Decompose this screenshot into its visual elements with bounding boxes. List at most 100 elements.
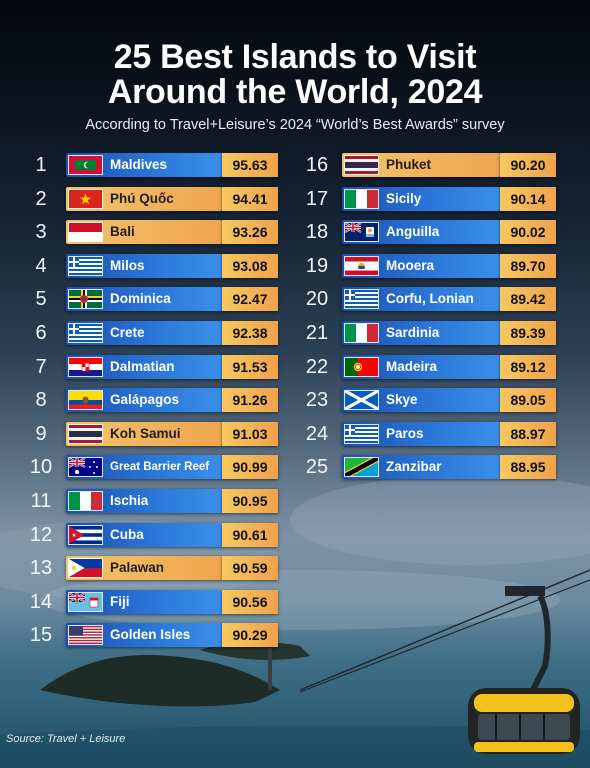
island-name: Golden Isles: [110, 627, 191, 642]
score-value: 89.05: [500, 388, 556, 412]
table-row: 13 Palawan 90.59: [26, 555, 278, 581]
table-row: 5 Dominica 92.47: [26, 286, 278, 312]
rank-number: 5: [35, 288, 47, 310]
island-name: Maldives: [110, 157, 168, 172]
island-name: Phuket: [386, 157, 432, 172]
island-bar: Phú Quốc: [66, 187, 222, 211]
rank-number: 24: [305, 423, 329, 445]
score-value: 92.47: [222, 287, 278, 311]
source-note: Source: Travel + Leisure: [6, 733, 126, 745]
australia-flag-icon: [69, 458, 102, 476]
portugal-flag-icon: [345, 358, 378, 376]
island-bar: Anguilla: [342, 220, 500, 244]
island-name: Crete: [110, 325, 145, 340]
island-name: Paros: [386, 426, 424, 441]
score-value: 95.63: [222, 153, 278, 177]
table-row: 10 Great Barrier Reef 90.99: [26, 454, 278, 480]
island-bar: Crete: [66, 321, 222, 345]
island-name: Dominica: [110, 291, 171, 306]
table-row: 14 Fiji 90.56: [26, 589, 278, 615]
island-name: Ischia: [110, 493, 149, 508]
island-name: Palawan: [110, 560, 165, 575]
chart-title-line-2: Around the World, 2024: [107, 73, 483, 111]
table-row: 22 Madeira 89.12: [302, 354, 556, 380]
rank-number: 8: [35, 389, 47, 411]
score-value: 90.99: [222, 455, 278, 479]
score-value: 90.56: [222, 590, 278, 614]
tanzania-flag-icon: [345, 458, 378, 476]
thailand-flag-icon: [345, 156, 378, 174]
table-row: 11 Ischia 90.95: [26, 488, 278, 514]
island-name: Bali: [110, 224, 135, 239]
score-value: 90.59: [222, 556, 278, 580]
island-bar: Palawan: [66, 556, 222, 580]
table-row: 15 Golden Isles 90.29: [26, 622, 278, 648]
table-row: 2 Phú Quốc 94.41: [26, 186, 278, 212]
rank-number: 22: [305, 356, 329, 378]
score-value: 94.41: [222, 187, 278, 211]
rank-number: 9: [35, 423, 47, 445]
island-name: Milos: [110, 258, 145, 273]
table-row: 24 Paros 88.97: [302, 421, 556, 447]
table-row: 6 Crete 92.38: [26, 320, 278, 346]
greece-flag-icon: [345, 425, 378, 443]
rank-number: 18: [305, 221, 329, 243]
rank-number: 10: [29, 456, 53, 478]
island-bar: Skye: [342, 388, 500, 412]
score-value: 90.29: [222, 623, 278, 647]
island-bar: Phuket: [342, 153, 500, 177]
cuba-flag-icon: [69, 526, 102, 544]
greece-flag-icon: [345, 290, 378, 308]
score-value: 90.14: [500, 187, 556, 211]
rank-number: 7: [35, 356, 47, 378]
island-name: Koh Samui: [110, 426, 181, 441]
island-bar: Sardinia: [342, 321, 500, 345]
score-value: 93.26: [222, 220, 278, 244]
rank-number: 12: [29, 524, 53, 546]
island-name: Great Barrier Reef: [110, 461, 210, 473]
score-value: 90.61: [222, 523, 278, 547]
table-row: 19 Mooera 89.70: [302, 253, 556, 279]
italy-flag-icon: [69, 492, 102, 510]
score-value: 92.38: [222, 321, 278, 345]
table-row: 23 Skye 89.05: [302, 387, 556, 413]
island-name: Cuba: [110, 527, 144, 542]
island-bar: Koh Samui: [66, 422, 222, 446]
score-value: 90.20: [500, 153, 556, 177]
score-value: 93.08: [222, 254, 278, 278]
island-bar: Fiji: [66, 590, 222, 614]
rank-number: 20: [305, 288, 329, 310]
island-bar: Dalmatian: [66, 355, 222, 379]
rank-number: 2: [35, 188, 47, 210]
table-row: 20 Corfu, Lonian 89.42: [302, 286, 556, 312]
island-bar: Galápagos: [66, 388, 222, 412]
score-value: 91.03: [222, 422, 278, 446]
island-name: Dalmatian: [110, 359, 175, 374]
table-row: 4 Milos 93.08: [26, 253, 278, 279]
island-bar: Milos: [66, 254, 222, 278]
table-row: 16 Phuket 90.20: [302, 152, 556, 178]
maldives-flag-icon: [69, 156, 102, 174]
rank-number: 11: [30, 490, 52, 512]
greece-flag-icon: [69, 257, 102, 275]
island-name: Skye: [386, 392, 418, 407]
island-bar: Ischia: [66, 489, 222, 513]
rank-number: 23: [305, 389, 329, 411]
rank-number: 3: [35, 221, 47, 243]
italy-flag-icon: [345, 190, 378, 208]
chart-title-line-1: 25 Best Islands to Visit: [113, 38, 477, 76]
island-bar: Golden Isles: [66, 623, 222, 647]
philippines-flag-icon: [69, 559, 102, 577]
island-bar: Zanzibar: [342, 455, 500, 479]
rank-number: 4: [35, 255, 47, 277]
island-name: Corfu, Lonian: [386, 291, 474, 306]
italy-flag-icon: [345, 324, 378, 342]
island-bar: Great Barrier Reef: [66, 455, 222, 479]
rank-number: 16: [305, 154, 329, 176]
island-name: Phú Quốc: [110, 191, 174, 206]
island-name: Anguilla: [386, 224, 440, 239]
island-name: Galápagos: [110, 392, 180, 407]
indonesia-flag-icon: [69, 223, 102, 241]
score-value: 89.70: [500, 254, 556, 278]
